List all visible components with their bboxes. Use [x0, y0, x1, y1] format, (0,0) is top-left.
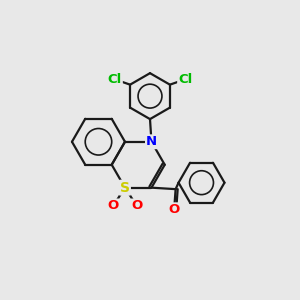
Text: O: O: [108, 200, 119, 212]
Text: Cl: Cl: [108, 73, 122, 86]
Text: N: N: [146, 135, 157, 148]
Text: S: S: [120, 181, 130, 195]
Text: O: O: [131, 200, 142, 212]
Text: Cl: Cl: [178, 73, 192, 86]
Text: O: O: [169, 203, 180, 216]
